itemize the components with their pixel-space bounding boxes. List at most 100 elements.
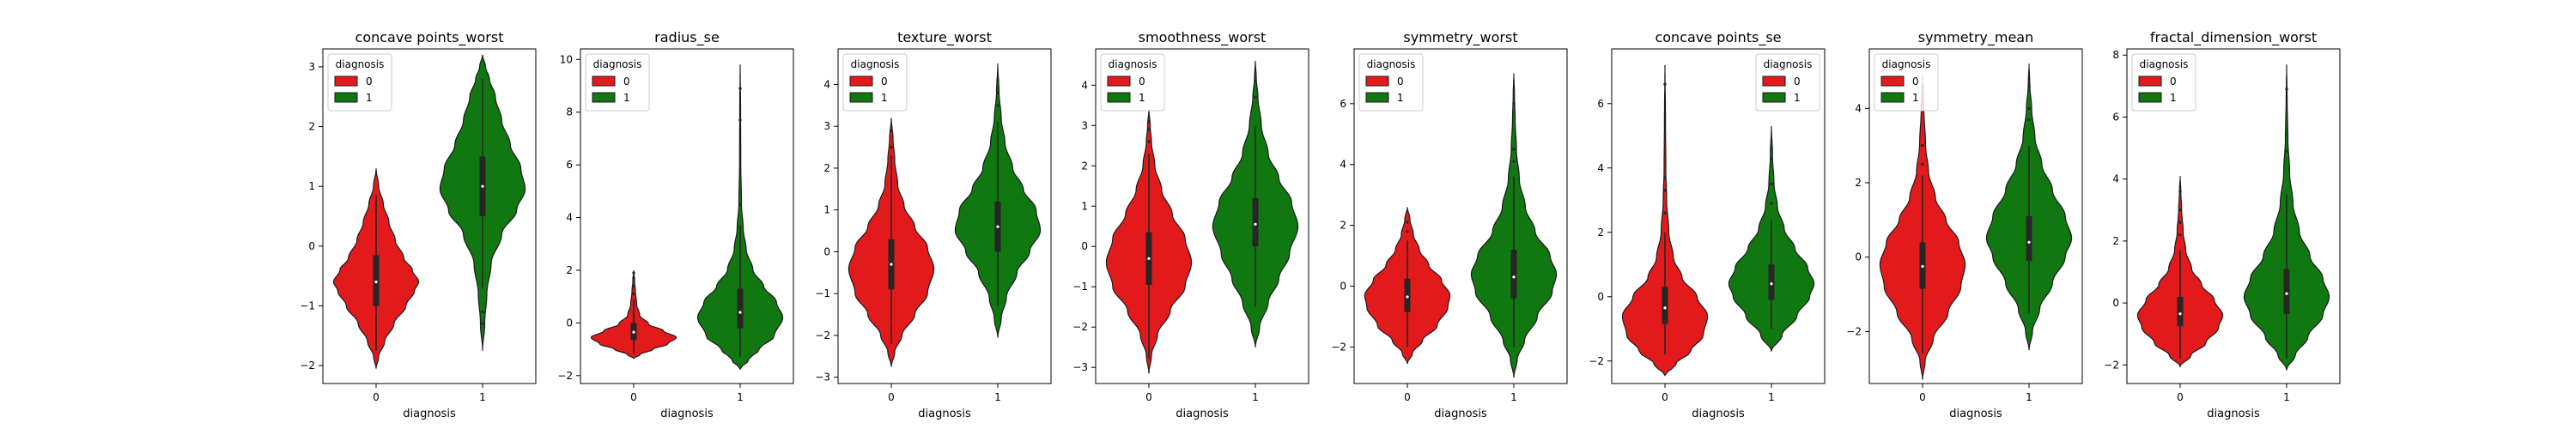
legend-entry-label: 1 bbox=[1139, 92, 1145, 104]
legend-swatch-1 bbox=[1880, 92, 1905, 103]
legend-swatch-0 bbox=[1880, 76, 1905, 87]
violin-median-0 bbox=[890, 263, 893, 266]
legend-title: diagnosis bbox=[851, 58, 900, 70]
legend-entry-label: 0 bbox=[366, 76, 373, 88]
violin-median-0 bbox=[2178, 312, 2182, 316]
y-tick-label: −3 bbox=[815, 372, 830, 384]
y-tick-label: 4 bbox=[1081, 79, 1088, 91]
y-tick-label: −2 bbox=[300, 360, 315, 372]
outlier-point bbox=[1663, 211, 1667, 214]
outlier-point bbox=[1663, 82, 1667, 86]
violin-median-0 bbox=[374, 281, 378, 284]
legend-entry-label: 1 bbox=[1794, 92, 1801, 104]
violin-box-0 bbox=[373, 255, 380, 306]
x-axis-label: diagnosis bbox=[1176, 408, 1229, 420]
violin-median-1 bbox=[996, 225, 999, 228]
legend-title: diagnosis bbox=[593, 58, 642, 70]
outlier-point bbox=[1512, 102, 1516, 106]
outlier-point bbox=[1512, 148, 1516, 151]
legend-title: diagnosis bbox=[336, 58, 385, 70]
y-tick-label: 6 bbox=[566, 159, 573, 171]
outlier-point bbox=[2285, 149, 2288, 153]
y-tick-label: −2 bbox=[1846, 325, 1862, 337]
violin-median-1 bbox=[1770, 282, 1773, 286]
y-tick-label: 1 bbox=[823, 204, 830, 216]
violin-panel-8: −2 0 2 4 6 8 0 1 diagnosis fractal_dimension_wors… bbox=[2104, 29, 2341, 420]
outlier-point bbox=[996, 91, 999, 94]
violin-panel-1: −2 −1 0 1 2 3 0 1 diagnosis concave points_worstd… bbox=[300, 29, 537, 420]
violin-panel-3: −3 −2 −1 0 1 2 3 4 0 1 diagnosis texture_worstdiagn… bbox=[815, 29, 1052, 420]
outlier-point bbox=[1406, 230, 1409, 233]
y-tick-label: 4 bbox=[566, 212, 573, 224]
axes-frame bbox=[322, 48, 537, 384]
y-tick-label: 8 bbox=[2112, 49, 2119, 61]
violin-median-0 bbox=[1921, 264, 1924, 269]
legend-title: diagnosis bbox=[1764, 58, 1813, 70]
x-tick-label: 0 bbox=[373, 391, 380, 403]
y-tick-label: 10 bbox=[560, 53, 573, 65]
chart-title: concave points_se bbox=[1655, 29, 1781, 46]
legend-entry-label: 0 bbox=[881, 76, 888, 88]
y-tick-label: 2 bbox=[566, 264, 573, 276]
chart-title: symmetry_worst bbox=[1403, 29, 1517, 46]
legend-entry-label: 1 bbox=[881, 92, 888, 104]
x-axis-label: diagnosis bbox=[918, 408, 971, 420]
violin-box-1 bbox=[1252, 197, 1259, 247]
y-tick-label: −1 bbox=[815, 287, 830, 299]
legend-title: diagnosis bbox=[1882, 58, 1931, 70]
violin-panel-7: −2 0 2 4 0 1 diagnosis symmetry_mean diagnosis 0 1 bbox=[1846, 29, 2083, 420]
legend-entry-label: 1 bbox=[2170, 92, 2177, 104]
outlier-point bbox=[1770, 147, 1773, 150]
legend-title: diagnosis bbox=[1109, 58, 1157, 70]
y-tick-label: 0 bbox=[1855, 251, 1862, 263]
y-tick-label: 2 bbox=[308, 121, 315, 133]
violin-box-1 bbox=[2283, 269, 2290, 314]
y-tick-label: 0 bbox=[823, 245, 830, 257]
violin-box-1 bbox=[1510, 250, 1517, 299]
legend-swatch-0 bbox=[2138, 76, 2162, 87]
y-tick-label: −2 bbox=[1589, 355, 1604, 367]
violin-body-1 bbox=[696, 64, 784, 371]
y-tick-label: −1 bbox=[1072, 281, 1088, 293]
violin-box-1 bbox=[1768, 264, 1775, 300]
y-tick-label: −3 bbox=[1072, 361, 1088, 373]
violin-median-1 bbox=[1512, 275, 1516, 279]
legend-entry-label: 0 bbox=[623, 76, 630, 88]
outlier-point bbox=[481, 322, 484, 326]
legend-swatch-0 bbox=[592, 76, 616, 87]
legend-entry-label: 1 bbox=[366, 92, 373, 104]
x-axis-label: diagnosis bbox=[403, 408, 456, 420]
legend-swatch-1 bbox=[1762, 92, 1786, 103]
outlier-point bbox=[1770, 156, 1773, 160]
violin-median-0 bbox=[1147, 257, 1151, 260]
legend: diagnosis 0 1 bbox=[1358, 53, 1424, 112]
x-tick-label: 1 bbox=[2283, 391, 2290, 403]
y-tick-label: 2 bbox=[1081, 160, 1088, 172]
chart-title: concave points_worst bbox=[355, 29, 504, 46]
legend: diagnosis 0 1 bbox=[842, 53, 908, 112]
outlier-point bbox=[1770, 182, 1773, 186]
outlier-point bbox=[890, 145, 893, 149]
y-tick-label: 1 bbox=[308, 180, 315, 192]
y-tick-label: 3 bbox=[1081, 119, 1088, 131]
violin-median-1 bbox=[2285, 292, 2288, 295]
outlier-point bbox=[632, 276, 635, 280]
violin-median-1 bbox=[738, 311, 742, 314]
outlier-point bbox=[890, 129, 893, 132]
outlier-point bbox=[2285, 88, 2288, 91]
legend-swatch-0 bbox=[849, 76, 873, 87]
outlier-point bbox=[1512, 160, 1516, 163]
y-tick-label: 0 bbox=[2112, 297, 2119, 309]
axes-frame bbox=[1095, 48, 1309, 384]
chart-title: smoothness_worst bbox=[1139, 29, 1267, 46]
legend-entry-label: 1 bbox=[1912, 92, 1919, 104]
y-tick-label: 4 bbox=[1340, 159, 1346, 171]
violin-median-0 bbox=[632, 330, 635, 334]
legend-swatch-1 bbox=[849, 92, 873, 103]
y-tick-label: −1 bbox=[300, 299, 315, 311]
violin-median-1 bbox=[1254, 222, 1257, 226]
x-tick-label: 0 bbox=[1919, 391, 1926, 403]
y-tick-label: 4 bbox=[1855, 102, 1862, 114]
legend-entry-label: 0 bbox=[2170, 76, 2177, 88]
y-tick-label: 2 bbox=[1855, 177, 1862, 189]
